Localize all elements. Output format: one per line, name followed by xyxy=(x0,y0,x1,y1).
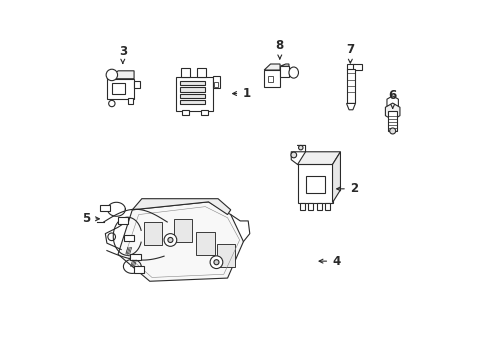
Bar xyxy=(181,68,190,77)
Bar xyxy=(213,82,218,87)
Bar xyxy=(100,204,110,211)
Polygon shape xyxy=(196,232,214,255)
Bar xyxy=(107,79,134,99)
Bar xyxy=(280,66,288,77)
Text: 8: 8 xyxy=(275,40,284,59)
Polygon shape xyxy=(174,219,192,242)
Circle shape xyxy=(108,100,115,107)
Bar xyxy=(212,76,219,89)
Circle shape xyxy=(290,152,296,158)
Text: 6: 6 xyxy=(388,89,396,108)
Circle shape xyxy=(106,69,117,81)
Polygon shape xyxy=(386,96,398,109)
Bar xyxy=(268,76,272,82)
Bar xyxy=(387,112,397,131)
Bar xyxy=(176,77,212,111)
Bar xyxy=(180,87,205,92)
Bar xyxy=(201,110,207,116)
Bar xyxy=(264,70,280,87)
Circle shape xyxy=(389,128,395,134)
Text: 3: 3 xyxy=(119,45,126,63)
Polygon shape xyxy=(385,103,399,120)
Bar xyxy=(305,176,324,193)
Text: 1: 1 xyxy=(232,87,250,100)
Circle shape xyxy=(298,145,303,150)
Bar xyxy=(299,203,305,210)
Bar xyxy=(127,98,133,104)
Bar xyxy=(180,94,205,98)
Bar xyxy=(346,68,355,103)
Bar xyxy=(118,217,127,224)
Bar xyxy=(308,203,313,210)
Bar xyxy=(134,81,140,88)
Bar xyxy=(112,83,125,94)
Polygon shape xyxy=(132,199,230,215)
Polygon shape xyxy=(346,103,355,110)
Bar xyxy=(124,235,134,241)
Text: 7: 7 xyxy=(346,43,354,63)
Bar xyxy=(346,64,355,70)
Bar xyxy=(182,110,188,116)
Bar xyxy=(130,254,140,260)
Ellipse shape xyxy=(288,67,298,78)
Bar xyxy=(325,203,329,210)
Polygon shape xyxy=(143,222,162,245)
Bar xyxy=(316,203,321,210)
Circle shape xyxy=(213,260,219,265)
Polygon shape xyxy=(216,244,235,267)
Polygon shape xyxy=(264,64,280,70)
Bar xyxy=(180,100,205,104)
Bar xyxy=(133,266,143,273)
Text: 4: 4 xyxy=(319,255,340,267)
Text: 5: 5 xyxy=(82,212,99,225)
Polygon shape xyxy=(280,64,288,66)
Polygon shape xyxy=(297,152,340,165)
Circle shape xyxy=(164,234,176,246)
Circle shape xyxy=(210,256,223,269)
Bar xyxy=(297,165,332,203)
Circle shape xyxy=(108,233,115,240)
Circle shape xyxy=(167,238,173,243)
Polygon shape xyxy=(118,202,243,281)
Bar xyxy=(352,64,362,70)
Polygon shape xyxy=(332,152,340,203)
Bar xyxy=(196,68,206,77)
Polygon shape xyxy=(107,71,134,79)
Text: 2: 2 xyxy=(336,182,357,195)
Bar xyxy=(180,81,205,85)
